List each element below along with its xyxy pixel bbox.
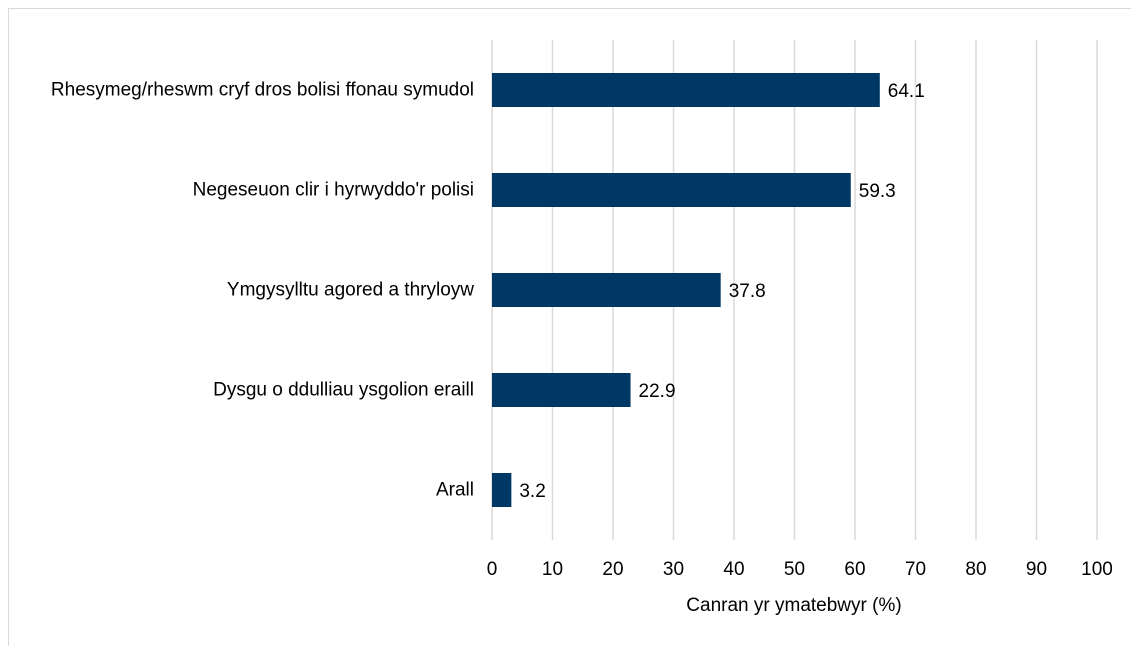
bar [492,473,512,507]
value-label: 59.3 [859,181,896,202]
x-tick-label: 30 [663,559,684,580]
x-tick-label: 20 [602,559,623,580]
x-tick-label: 10 [542,559,563,580]
x-tick-label: 50 [784,559,805,580]
category-label: Ymgysylltu agored a thryloyw [226,279,474,301]
x-tick-label: 80 [965,559,986,580]
value-label: 64.1 [888,81,925,102]
bar [492,373,631,407]
category-label: Rhesymeg/rheswm cryf dros bolisi ffonau … [50,79,474,101]
bar [492,173,851,207]
x-tick-label: 40 [723,559,744,580]
x-axis-title: Canran yr ymatebwyr (%) [686,595,901,616]
value-label: 22.9 [639,381,676,402]
x-tick-label: 90 [1026,559,1047,580]
category-label: Arall [435,479,474,501]
value-label: 37.8 [729,281,766,302]
bar [492,73,880,107]
frame [8,8,1131,646]
category-label: Dysgu o ddulliau ysgolion eraill [213,379,474,401]
category-label: Negeseuon clir i hyrwyddo'r polisi [192,179,474,201]
value-label: 3.2 [519,481,545,502]
x-tick-label: 0 [487,559,498,580]
x-tick-label: 100 [1081,559,1113,580]
x-tick-label: 70 [905,559,926,580]
bar [492,273,721,307]
x-tick-label: 60 [844,559,865,580]
